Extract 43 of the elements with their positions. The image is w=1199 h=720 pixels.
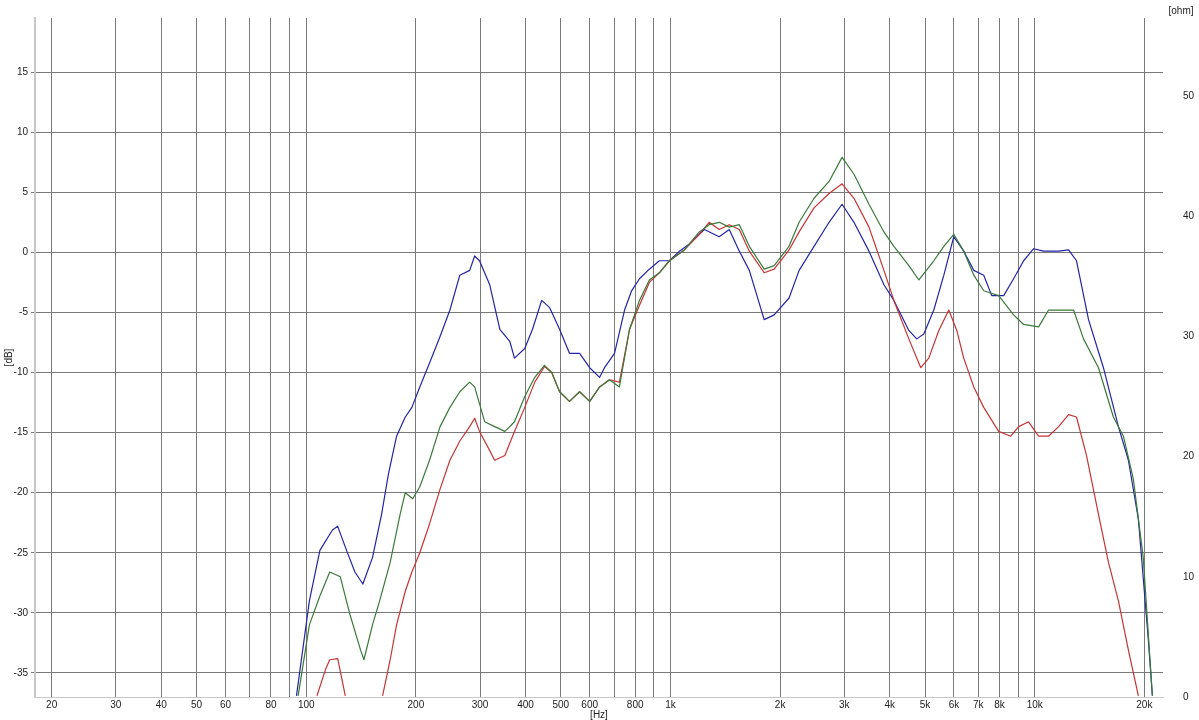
- x-tick-label: 7k: [973, 698, 985, 710]
- x-axis-title: [Hz]: [590, 708, 609, 720]
- y-tick-label: -10: [13, 366, 29, 378]
- y-tick-label: -15: [13, 426, 29, 438]
- y2-axis-title: [ohm]: [1168, 4, 1194, 16]
- x-tick-label: 200: [407, 698, 425, 710]
- x-tick-label: 6k: [948, 698, 961, 710]
- x-tick-label: 500: [552, 698, 570, 710]
- y-tick-label: 15: [16, 65, 29, 77]
- x-tick-label: 50: [191, 698, 203, 710]
- x-tick-label: 80: [265, 698, 277, 710]
- y-tick-label: 5: [22, 186, 29, 198]
- x-tick-label: 20: [46, 698, 58, 710]
- x-tick-label: 8k: [994, 698, 1006, 710]
- y2-tick-label: 30: [1183, 330, 1195, 342]
- x-tick-label: 2k: [774, 698, 787, 710]
- y-tick-label: -35: [13, 666, 29, 678]
- x-tick-label: 60: [219, 698, 232, 710]
- x-tick-label: 1k: [665, 698, 677, 710]
- x-tick-label: 300: [471, 698, 489, 710]
- x-tick-label: 400: [517, 698, 535, 710]
- y-tick-label: -20: [13, 486, 29, 498]
- x-tick-label: 600: [581, 698, 599, 710]
- x-tick-label: 800: [626, 698, 644, 710]
- x-tick-label: 5k: [919, 698, 932, 710]
- y-tick-label: -5: [19, 306, 29, 318]
- y2-tick-label: 20: [1183, 450, 1195, 462]
- x-tick-label: 10k: [1026, 698, 1044, 710]
- x-tick-label: 20k: [1136, 698, 1154, 710]
- x-tick-label: 100: [297, 698, 316, 710]
- y2-tick-label: 50: [1183, 89, 1195, 101]
- y2-tick-label: 40: [1183, 210, 1195, 222]
- x-tick-label: 3k: [838, 698, 851, 710]
- y2-tick-label: 10: [1183, 570, 1195, 582]
- x-tick-label: 40: [155, 698, 168, 710]
- x-tick-label: 30: [110, 698, 122, 710]
- y2-tick-label: 0: [1183, 690, 1189, 702]
- y-tick-label: -25: [13, 546, 29, 558]
- y-tick-label: -30: [13, 606, 29, 618]
- y-axis-title: [dB]: [2, 348, 14, 367]
- y-tick-label: 0: [22, 246, 29, 258]
- y-tick-label: 10: [16, 125, 29, 137]
- x-tick-label: 4k: [884, 698, 897, 710]
